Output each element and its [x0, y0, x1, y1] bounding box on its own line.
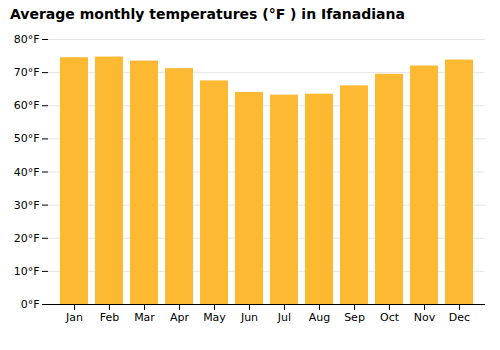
svg-text:0°F: 0°F	[21, 298, 40, 311]
html-text:Average monthly temperatures (: Average monthly temperatures (°F ) in If…	[10, 6, 405, 22]
svg-text:Apr: Apr	[170, 311, 190, 324]
svg-text:50°F: 50°F	[14, 132, 40, 145]
svg-text:Sep: Sep	[344, 311, 365, 324]
svg-text:10°F: 10°F	[14, 265, 40, 278]
svg-text:Dec: Dec	[449, 311, 470, 324]
svg-text:30°F: 30°F	[14, 199, 40, 212]
svg-text:20°F: 20°F	[14, 232, 40, 245]
svg-text:60°F: 60°F	[14, 99, 40, 112]
svg-text:Jan: Jan	[65, 311, 83, 324]
svg-text:Nov: Nov	[414, 311, 436, 324]
svg-text:Aug: Aug	[309, 311, 330, 324]
svg-text:Jun: Jun	[240, 311, 258, 324]
svg-text:Jul: Jul	[277, 311, 291, 324]
svg-text:Feb: Feb	[100, 311, 119, 324]
svg-text:Mar: Mar	[134, 311, 155, 324]
svg-text:40°F: 40°F	[14, 166, 40, 179]
svg-text:80°F: 80°F	[14, 33, 40, 46]
svg-text:Oct: Oct	[380, 311, 400, 324]
svg-text:70°F: 70°F	[14, 66, 40, 79]
svg-text:May: May	[203, 311, 226, 324]
